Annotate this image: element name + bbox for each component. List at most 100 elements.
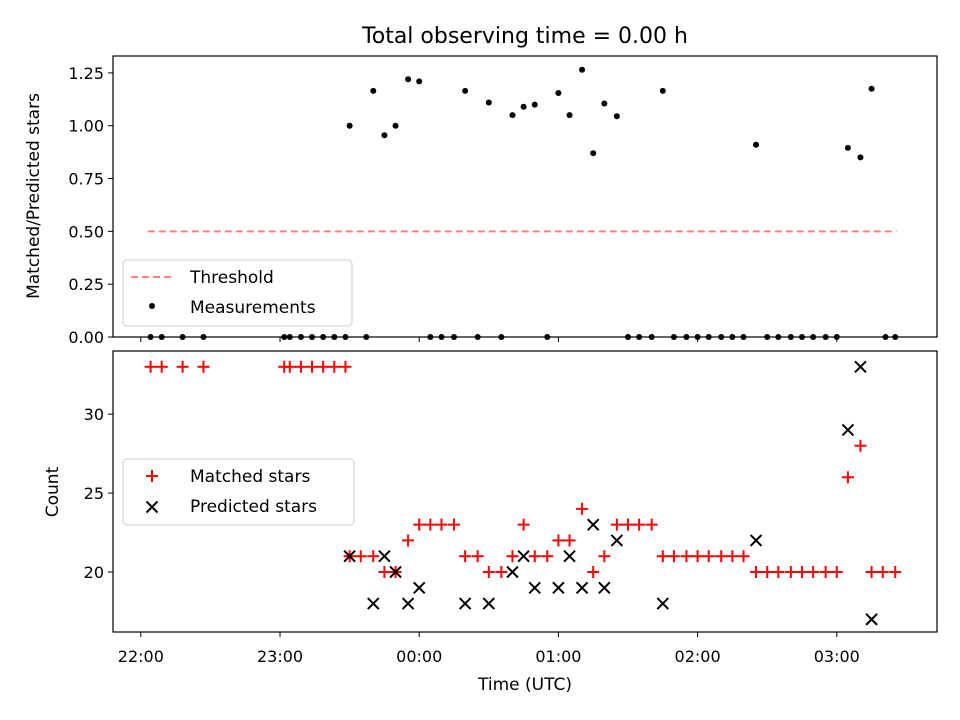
predicted-star-point [854, 360, 867, 373]
matched-star-point [294, 360, 307, 373]
predicted-star-point [749, 534, 763, 547]
measurement-point [416, 78, 423, 85]
matched-star-point [876, 566, 889, 579]
matched-star-point [830, 566, 843, 579]
top-y-tick-label: 0.00 [68, 328, 104, 347]
matched-star-point [622, 518, 634, 531]
matched-star-point [471, 550, 484, 563]
measurement-point [381, 132, 388, 139]
predicted-star-point [563, 550, 576, 563]
measurement-point [370, 87, 377, 94]
matched-star-point [528, 550, 541, 563]
predicted-star-point [506, 565, 519, 579]
top-y-tick-label: 1.25 [68, 64, 104, 83]
bottom-legend: Matched stars Predicted stars [122, 458, 355, 526]
predicted-star-point [575, 581, 589, 595]
matched-star-point [667, 550, 680, 563]
legend-matched-label: Matched stars [190, 467, 310, 487]
matched-star-point [482, 566, 495, 579]
matched-star-point [772, 566, 785, 579]
matched-star-point [552, 534, 565, 547]
matched-star-point [645, 518, 658, 531]
predicted-star-point [413, 581, 426, 595]
bottom-y-tick-label: 20 [84, 563, 104, 582]
bottom-axes-frame [112, 350, 938, 633]
matched-star-point [807, 566, 820, 579]
matched-star-point [598, 550, 611, 563]
predicted-star-point [656, 597, 670, 610]
matched-star-point [424, 518, 437, 531]
measurement-point [531, 101, 538, 108]
legend-box [122, 458, 355, 526]
matched-star-point [176, 360, 189, 373]
matched-star-point [691, 550, 704, 563]
bottom-y-tick-label: 30 [84, 405, 104, 424]
matched-star-point [541, 550, 554, 563]
matched-star-point [435, 518, 448, 531]
legend-threshold-label: Threshold [189, 268, 274, 288]
matched-star-point [155, 360, 168, 373]
predicted-star-point [401, 597, 415, 610]
predicted-star-point [367, 597, 380, 610]
matched-star-point [459, 550, 472, 563]
legend-predicted-swatch [145, 500, 159, 514]
matched-star-point [702, 550, 715, 563]
bottom-x-tick-label: 00:00 [396, 647, 442, 666]
matched-star-point [795, 566, 808, 579]
matched-star-point [587, 566, 600, 579]
matched-star-point [506, 550, 519, 563]
measurement-point [520, 103, 527, 110]
bottom-x-tick-label: 03:00 [814, 647, 860, 666]
matched-star-point [306, 360, 319, 373]
measurement-point [509, 112, 516, 119]
top-y-tick-label: 1.00 [68, 117, 104, 136]
matched-star-point [354, 550, 367, 563]
measurement-point [857, 154, 864, 161]
bottom-x-tick-label: 01:00 [535, 647, 581, 666]
predicted-star-point [610, 534, 624, 547]
predicted-star-point [528, 581, 541, 595]
matched-star-point [517, 518, 530, 531]
measurement-point [579, 66, 586, 73]
top-y-tick-label: 0.25 [68, 275, 104, 294]
predicted-star-point [552, 581, 565, 595]
matched-star-point [576, 502, 589, 515]
top-y-tick-label: 0.50 [68, 222, 104, 241]
matched-star-point [737, 550, 750, 563]
matched-star-point [495, 566, 508, 579]
top-y-tick-label: 0.75 [68, 170, 104, 189]
predicted-star-point [586, 518, 600, 531]
measurement-point [659, 87, 666, 94]
matched-star-point [841, 471, 854, 484]
matched-star-point [339, 360, 352, 373]
bottom-x-tick-label: 02:00 [675, 647, 721, 666]
predicted-star-point [517, 550, 530, 563]
matched-star-point [402, 534, 415, 547]
matched-star-point [413, 518, 426, 531]
matched-star-point [761, 566, 774, 579]
matched-star-point [889, 566, 902, 579]
top-axes-frame [112, 55, 938, 338]
legend-matched-swatch [146, 470, 158, 482]
top-legend: Threshold Measurements [122, 259, 353, 327]
measurement-point [613, 113, 620, 120]
matched-star-point [367, 550, 380, 563]
matched-star-point [610, 518, 623, 531]
matched-star-point [563, 534, 576, 547]
predicted-star-point [598, 581, 611, 595]
matched-star-point [317, 360, 330, 373]
predicted-star-point [865, 613, 878, 626]
matched-star-point [750, 566, 763, 579]
bottom-y-axis-label: Count [43, 466, 63, 517]
legend-measurement-swatch [149, 303, 155, 309]
x-axis-label: Time (UTC) [477, 675, 572, 695]
matched-star-point [865, 566, 878, 579]
matched-star-point [726, 550, 739, 563]
bottom-panel: 22:00 23:00 00:00 01:00 02:00 03:00 20 25 30 Matc… [84, 350, 938, 666]
matched-star-point [378, 566, 391, 579]
top-panel: 0.00 0.25 0.50 0.75 1.00 1.25 Threshold Measure… [68, 55, 938, 347]
measurement-point [868, 85, 875, 92]
matched-star-point [715, 550, 728, 563]
legend-predicted-label: Predicted stars [190, 497, 317, 517]
